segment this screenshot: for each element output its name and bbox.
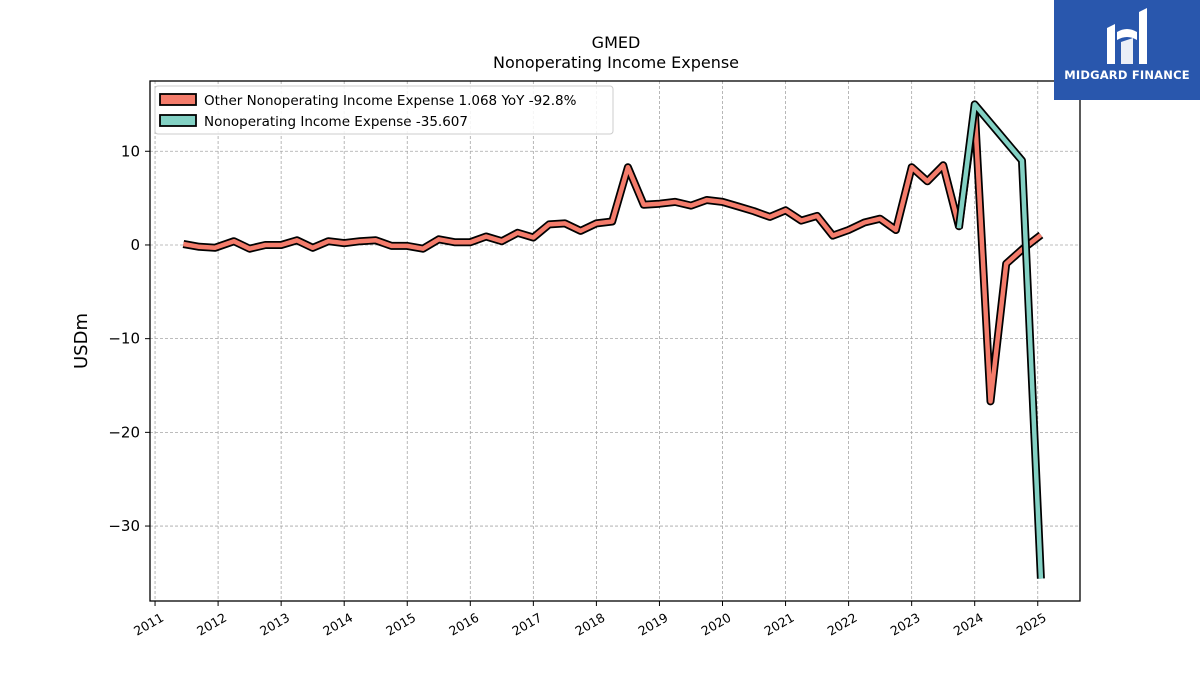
x-tick-label: 2011 [131, 610, 166, 639]
legend-label-other-nonoperating: Other Nonoperating Income Expense 1.068 … [204, 93, 577, 109]
legend-box [154, 85, 614, 135]
x-tick-label: 2023 [888, 610, 923, 639]
brand-logo: MIDGARD FINANCE [1054, 0, 1200, 100]
y-tick-label: −10 [108, 330, 140, 348]
y-axis: 10 0 −10 −20 −30 [108, 142, 150, 535]
brand-name: MIDGARD FINANCE [1064, 68, 1190, 82]
x-tick-label: 2016 [446, 610, 481, 639]
series-line-outline [182, 105, 1044, 406]
x-tick-label: 2024 [951, 610, 986, 639]
x-tick-label: 2017 [509, 610, 544, 639]
chart-subtitle: Nonoperating Income Expense [493, 53, 739, 72]
x-tick-label: 2025 [1014, 610, 1049, 639]
series-layer [182, 100, 1045, 579]
x-tick-label: 2018 [572, 610, 607, 639]
x-tick-label: 2022 [825, 610, 860, 639]
y-tick-label: 0 [130, 236, 140, 254]
x-tick-label: 2021 [762, 610, 797, 639]
legend-label-nonoperating: Nonoperating Income Expense -35.607 [204, 114, 468, 130]
chart-title: GMED [592, 33, 641, 52]
y-tick-label: 10 [121, 142, 140, 160]
series-0 [182, 105, 1044, 406]
grid-lines [150, 81, 1080, 601]
logo-mark-icon [1107, 8, 1147, 64]
x-tick-label: 2020 [699, 610, 734, 639]
series-1 [954, 100, 1045, 579]
x-tick-label: 2013 [257, 610, 292, 639]
y-tick-label: −30 [108, 517, 140, 535]
x-axis: 2011 2012 2013 2014 2015 2016 2017 2018 2019 2020… [131, 601, 1049, 639]
x-tick-label: 2015 [383, 610, 418, 639]
x-tick-label: 2014 [320, 610, 355, 639]
x-tick-label: 2019 [635, 610, 670, 639]
y-axis-label: USDm [71, 313, 92, 369]
series-line [956, 102, 1044, 579]
legend-swatch-other-nonoperating [159, 93, 197, 106]
plot-frame [149, 80, 1081, 602]
x-tick-label: 2012 [194, 610, 229, 639]
legend-swatch-nonoperating [159, 114, 197, 127]
legend: Other Nonoperating Income Expense 1.068 … [154, 85, 614, 135]
series-line [183, 106, 1043, 404]
y-tick-label: −20 [108, 423, 140, 441]
